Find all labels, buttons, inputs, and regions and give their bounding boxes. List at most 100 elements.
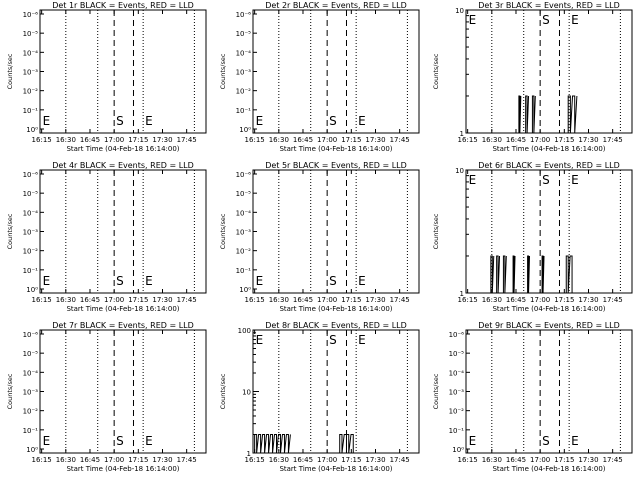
- y-tick-label: 10⁻⁶: [23, 11, 39, 19]
- x-tick-label: 17:45: [603, 136, 623, 144]
- event-bars: [525, 95, 530, 134]
- y-tick-label: 10⁻¹: [449, 427, 465, 435]
- plot-frame: [465, 169, 633, 294]
- y-tick-label: 10⁻¹: [23, 267, 39, 275]
- marker-e-left: E: [469, 13, 477, 27]
- x-tick-label: 17:45: [177, 296, 197, 304]
- marker-e-left: E: [43, 434, 51, 448]
- x-tick-label: 17:15: [341, 296, 361, 304]
- x-tick-label: 17:45: [390, 296, 410, 304]
- x-axis-label: Start Time (04-Feb-18 16:14:00): [492, 145, 605, 153]
- x-axis-label: Start Time (04-Feb-18 16:14:00): [66, 305, 179, 313]
- y-tick-label: 100: [238, 327, 251, 335]
- x-tick-label: 16:45: [506, 296, 526, 304]
- y-tick-label: 10⁻²: [23, 248, 39, 256]
- x-tick-label: 16:45: [80, 136, 100, 144]
- y-tick-label: 10⁻¹: [23, 427, 39, 435]
- y-tick-label: 10: [455, 7, 464, 15]
- x-tick-label: 16:15: [458, 296, 478, 304]
- x-tick-label: 17:45: [390, 136, 410, 144]
- marker-e-left: E: [469, 434, 477, 448]
- detector-panel-5: Det 5r BLACK = Events, RED = LLD Start Ti…: [219, 161, 420, 313]
- x-tick-label: 17:30: [578, 296, 598, 304]
- y-tick-label: 10⁻⁵: [23, 190, 39, 198]
- y-tick-label: 10⁻³: [236, 69, 252, 77]
- y-axis-label: Counts/sec: [6, 213, 14, 249]
- y-tick-label: 10⁻⁶: [23, 171, 39, 179]
- marker-s: S: [329, 333, 337, 347]
- panel-title: Det 6r BLACK = Events, RED = LLD: [478, 161, 620, 170]
- detector-panel-9: Det 9r BLACK = Events, RED = LLD Start Ti…: [432, 321, 633, 473]
- x-tick-label: 16:45: [506, 456, 526, 464]
- marker-e-left: E: [256, 114, 264, 128]
- x-tick-label: 17:30: [152, 456, 172, 464]
- y-tick-label: 10⁻¹: [236, 267, 252, 275]
- x-tick-label: 16:45: [293, 456, 313, 464]
- y-axis-label: Counts/sec: [6, 373, 14, 409]
- x-axis-label: Start Time (04-Feb-18 16:14:00): [66, 145, 179, 153]
- y-tick-label: 1: [460, 130, 464, 138]
- x-tick-label: 17:45: [177, 456, 197, 464]
- x-tick-label: 16:45: [80, 456, 100, 464]
- y-tick-label: 10⁻⁴: [449, 369, 465, 377]
- event-bars: [567, 95, 578, 134]
- x-tick-label: 17:30: [578, 136, 598, 144]
- marker-e-right: E: [358, 333, 366, 347]
- y-tick-label: 1: [460, 290, 464, 298]
- x-tick-label: 17:15: [554, 456, 574, 464]
- marker-s: S: [116, 114, 124, 128]
- x-tick-label: 16:45: [80, 296, 100, 304]
- x-tick-label: 17:45: [390, 456, 410, 464]
- x-tick-label: 16:30: [482, 456, 502, 464]
- detector-panel-7: Det 7r BLACK = Events, RED = LLD Start Ti…: [6, 321, 207, 473]
- y-tick-label: 10⁰: [239, 286, 251, 294]
- x-tick-label: 16:15: [32, 296, 52, 304]
- event-bars: [254, 433, 291, 454]
- detector-panel-1: Det 1r BLACK = Events, RED = LLD Start Ti…: [6, 1, 207, 153]
- marker-s: S: [542, 173, 550, 187]
- marker-e-left: E: [469, 173, 477, 187]
- marker-e-right: E: [145, 274, 153, 288]
- x-tick-label: 16:30: [56, 456, 76, 464]
- x-tick-label: 17:15: [128, 296, 148, 304]
- x-tick-label: 16:30: [482, 136, 502, 144]
- y-tick-label: 10⁻³: [23, 389, 39, 397]
- marker-s: S: [329, 114, 337, 128]
- y-tick-label: 10⁰: [26, 446, 38, 454]
- x-tick-label: 16:45: [293, 296, 313, 304]
- marker-e-right: E: [571, 13, 579, 27]
- panel-title: Det 1r BLACK = Events, RED = LLD: [52, 1, 194, 10]
- y-tick-label: 10⁻²: [236, 88, 252, 96]
- x-tick-label: 17:00: [317, 136, 337, 144]
- x-tick-label: 17:00: [317, 296, 337, 304]
- y-tick-label: 10⁻⁶: [236, 11, 252, 19]
- y-tick-label: 10⁻²: [449, 408, 465, 416]
- panel-title: Det 5r BLACK = Events, RED = LLD: [265, 161, 407, 170]
- marker-e-right: E: [358, 274, 366, 288]
- y-tick-label: 10⁻⁵: [236, 190, 252, 198]
- y-tick-label: 10⁻³: [23, 229, 39, 237]
- event-bars: [512, 255, 516, 294]
- x-tick-label: 16:30: [482, 296, 502, 304]
- event-bars: [502, 255, 507, 294]
- y-tick-label: 10: [455, 167, 464, 175]
- x-tick-label: 16:30: [56, 136, 76, 144]
- y-tick-label: 10⁻³: [236, 229, 252, 237]
- plot-frame: [252, 329, 420, 454]
- x-tick-label: 16:15: [32, 136, 52, 144]
- y-axis-label: Counts/sec: [432, 373, 440, 409]
- x-tick-label: 17:30: [365, 136, 385, 144]
- y-tick-label: 10⁻⁶: [236, 171, 252, 179]
- x-axis-label: Start Time (04-Feb-18 16:14:00): [279, 145, 392, 153]
- y-tick-label: 10⁻²: [23, 408, 39, 416]
- y-tick-label: 10⁻⁴: [23, 49, 39, 57]
- x-axis-label: Start Time (04-Feb-18 16:14:00): [279, 465, 392, 473]
- y-tick-label: 10⁻³: [449, 389, 465, 397]
- marker-e-left: E: [43, 114, 51, 128]
- x-axis-label: Start Time (04-Feb-18 16:14:00): [66, 465, 179, 473]
- y-tick-label: 10⁻¹: [23, 107, 39, 115]
- event-bars: [490, 255, 495, 294]
- x-tick-label: 16:30: [269, 136, 289, 144]
- x-tick-label: 16:45: [506, 136, 526, 144]
- event-bars: [565, 255, 573, 294]
